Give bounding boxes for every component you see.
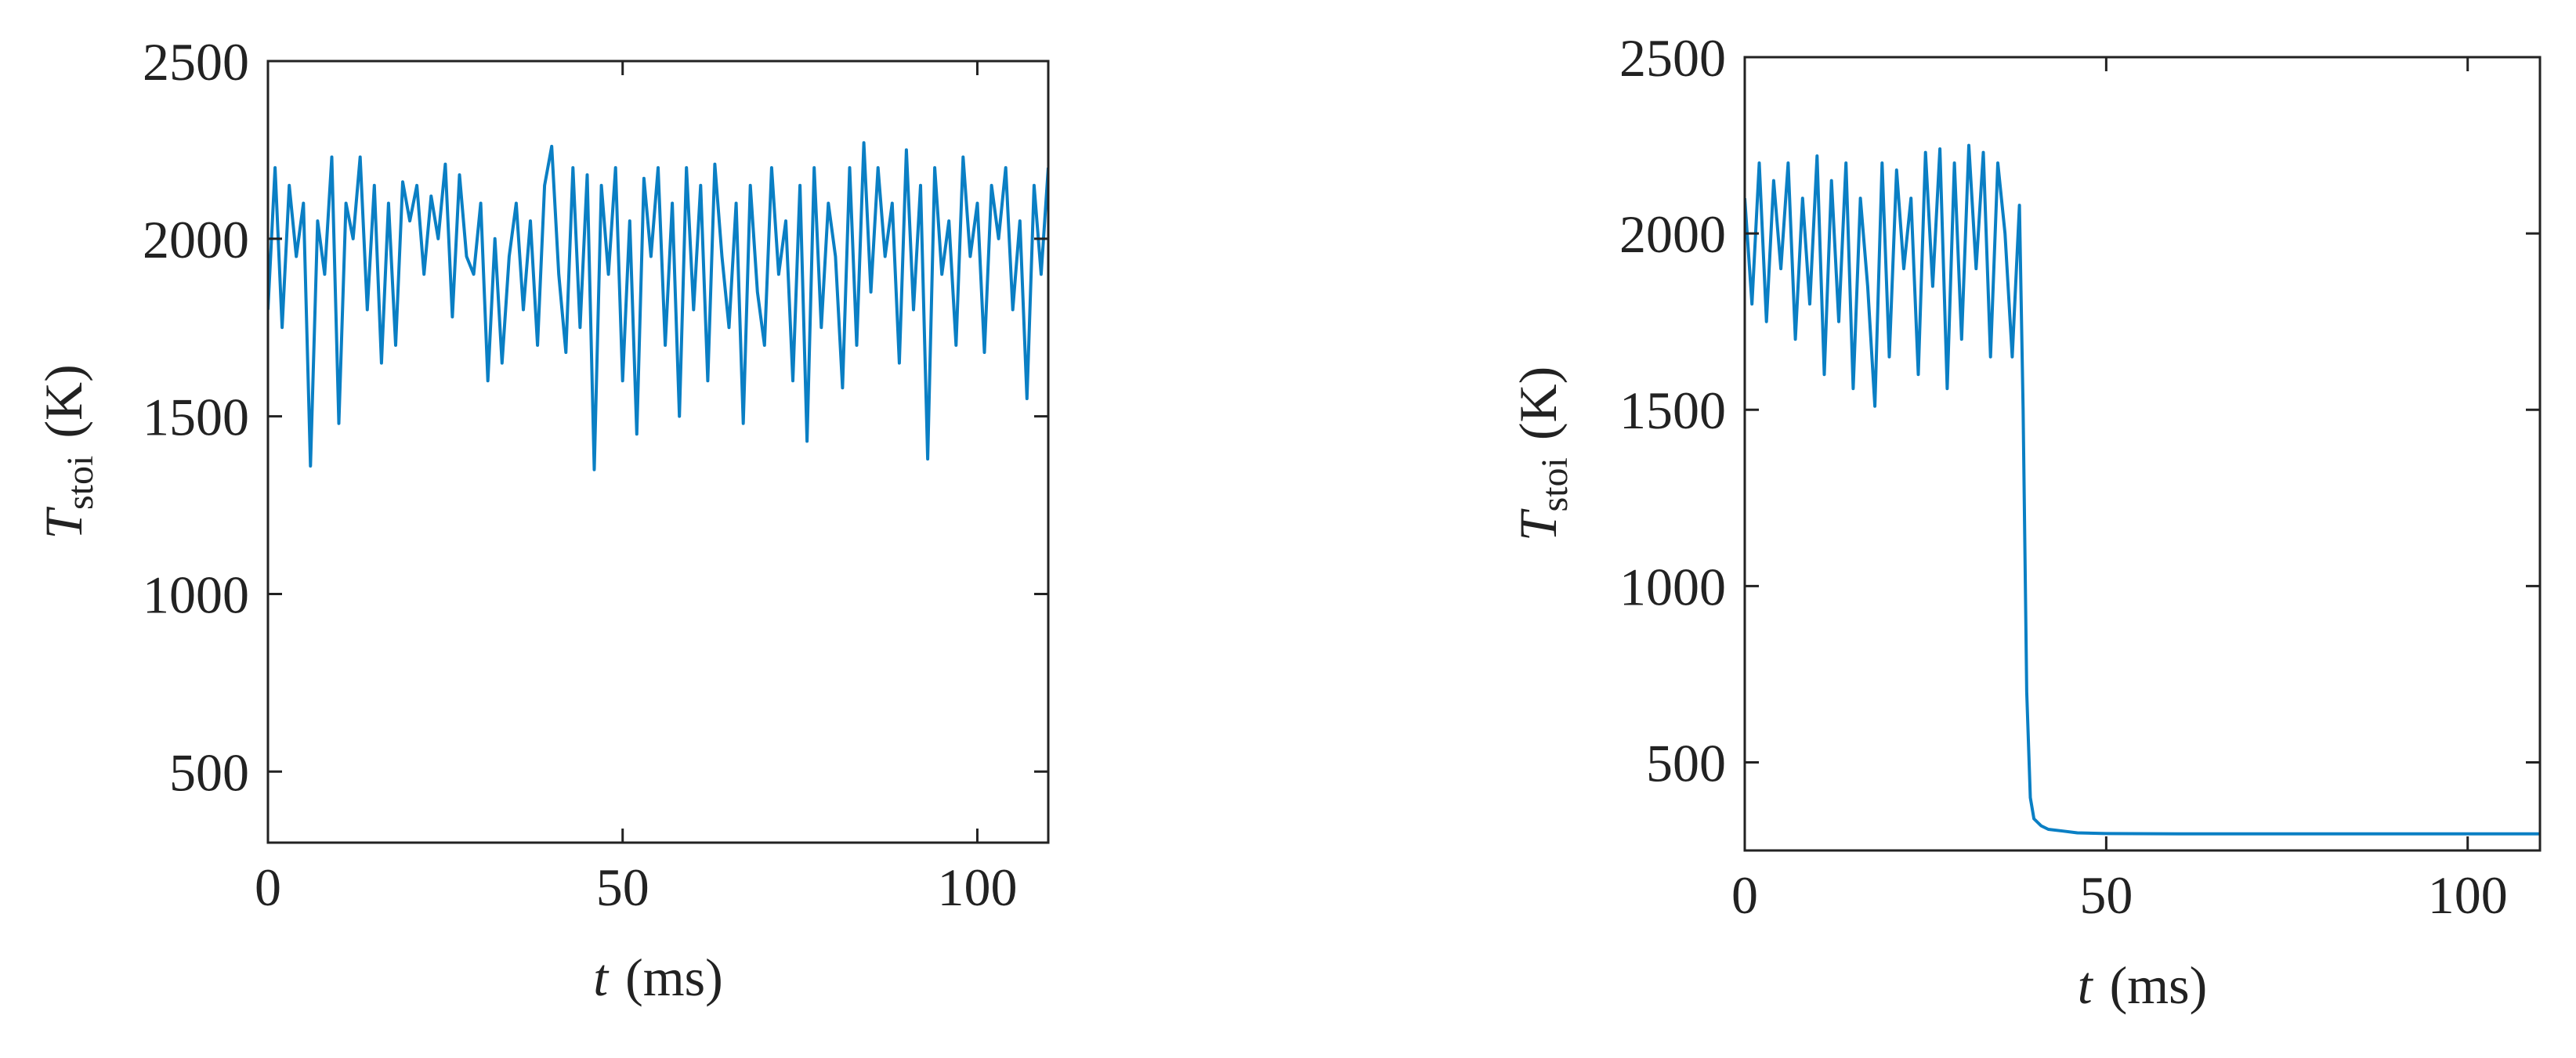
y-tick-label: 1500 bbox=[1619, 381, 1726, 440]
x-tick-label: 0 bbox=[1731, 865, 1758, 925]
y-label-subscript: stoi bbox=[60, 456, 101, 510]
subplot: 0 50 100 500 1000 1500 2000 2500 t (ms) Tstoi (K) bbox=[34, 32, 1050, 1007]
x-label-unit: (ms) bbox=[625, 948, 723, 1007]
x-tick-label: 0 bbox=[255, 858, 281, 917]
x-label-symbol: t bbox=[2078, 955, 2094, 1015]
x-tick-label: 100 bbox=[2428, 865, 2508, 925]
y-tick-label: 1500 bbox=[143, 388, 249, 447]
y-tick-label: 500 bbox=[1646, 733, 1726, 793]
y-label-symbol: T bbox=[34, 507, 93, 540]
plot-area bbox=[268, 141, 1048, 471]
data-line bbox=[268, 141, 1048, 471]
y-label-subscript: stoi bbox=[1534, 457, 1576, 511]
y-tick-label: 2500 bbox=[143, 32, 249, 92]
y-label-unit: (K) bbox=[34, 364, 93, 438]
y-axis-label: Tstoi (K) bbox=[1508, 367, 1576, 542]
y-label-unit: (K) bbox=[1508, 367, 1568, 440]
x-tick-label: 100 bbox=[937, 858, 1017, 917]
y-tick-label: 2500 bbox=[1619, 28, 1726, 88]
x-axis-label: t (ms) bbox=[2078, 955, 2208, 1015]
y-tick-label: 1000 bbox=[1619, 557, 1726, 616]
y-axis-label: Tstoi (K) bbox=[34, 364, 101, 540]
axes-box bbox=[1743, 56, 2542, 852]
subplot: 0 50 100 500 1000 1500 2000 2500 t (ms) Tstoi (K) bbox=[1508, 28, 2542, 1015]
y-label-symbol: T bbox=[1508, 508, 1568, 541]
x-label-unit: (ms) bbox=[2110, 955, 2208, 1015]
x-tick-label: 50 bbox=[2079, 865, 2133, 925]
plot-area bbox=[1745, 143, 2540, 836]
y-tick-label: 2000 bbox=[143, 210, 249, 269]
data-line bbox=[1745, 143, 2540, 836]
x-axis-label: t (ms) bbox=[593, 948, 723, 1007]
x-label-symbol: t bbox=[593, 948, 610, 1007]
x-tick-label: 50 bbox=[596, 858, 649, 917]
y-tick-label: 500 bbox=[169, 742, 249, 802]
axes-box bbox=[266, 60, 1050, 844]
y-tick-label: 2000 bbox=[1619, 204, 1726, 264]
y-tick-label: 1000 bbox=[143, 565, 249, 624]
